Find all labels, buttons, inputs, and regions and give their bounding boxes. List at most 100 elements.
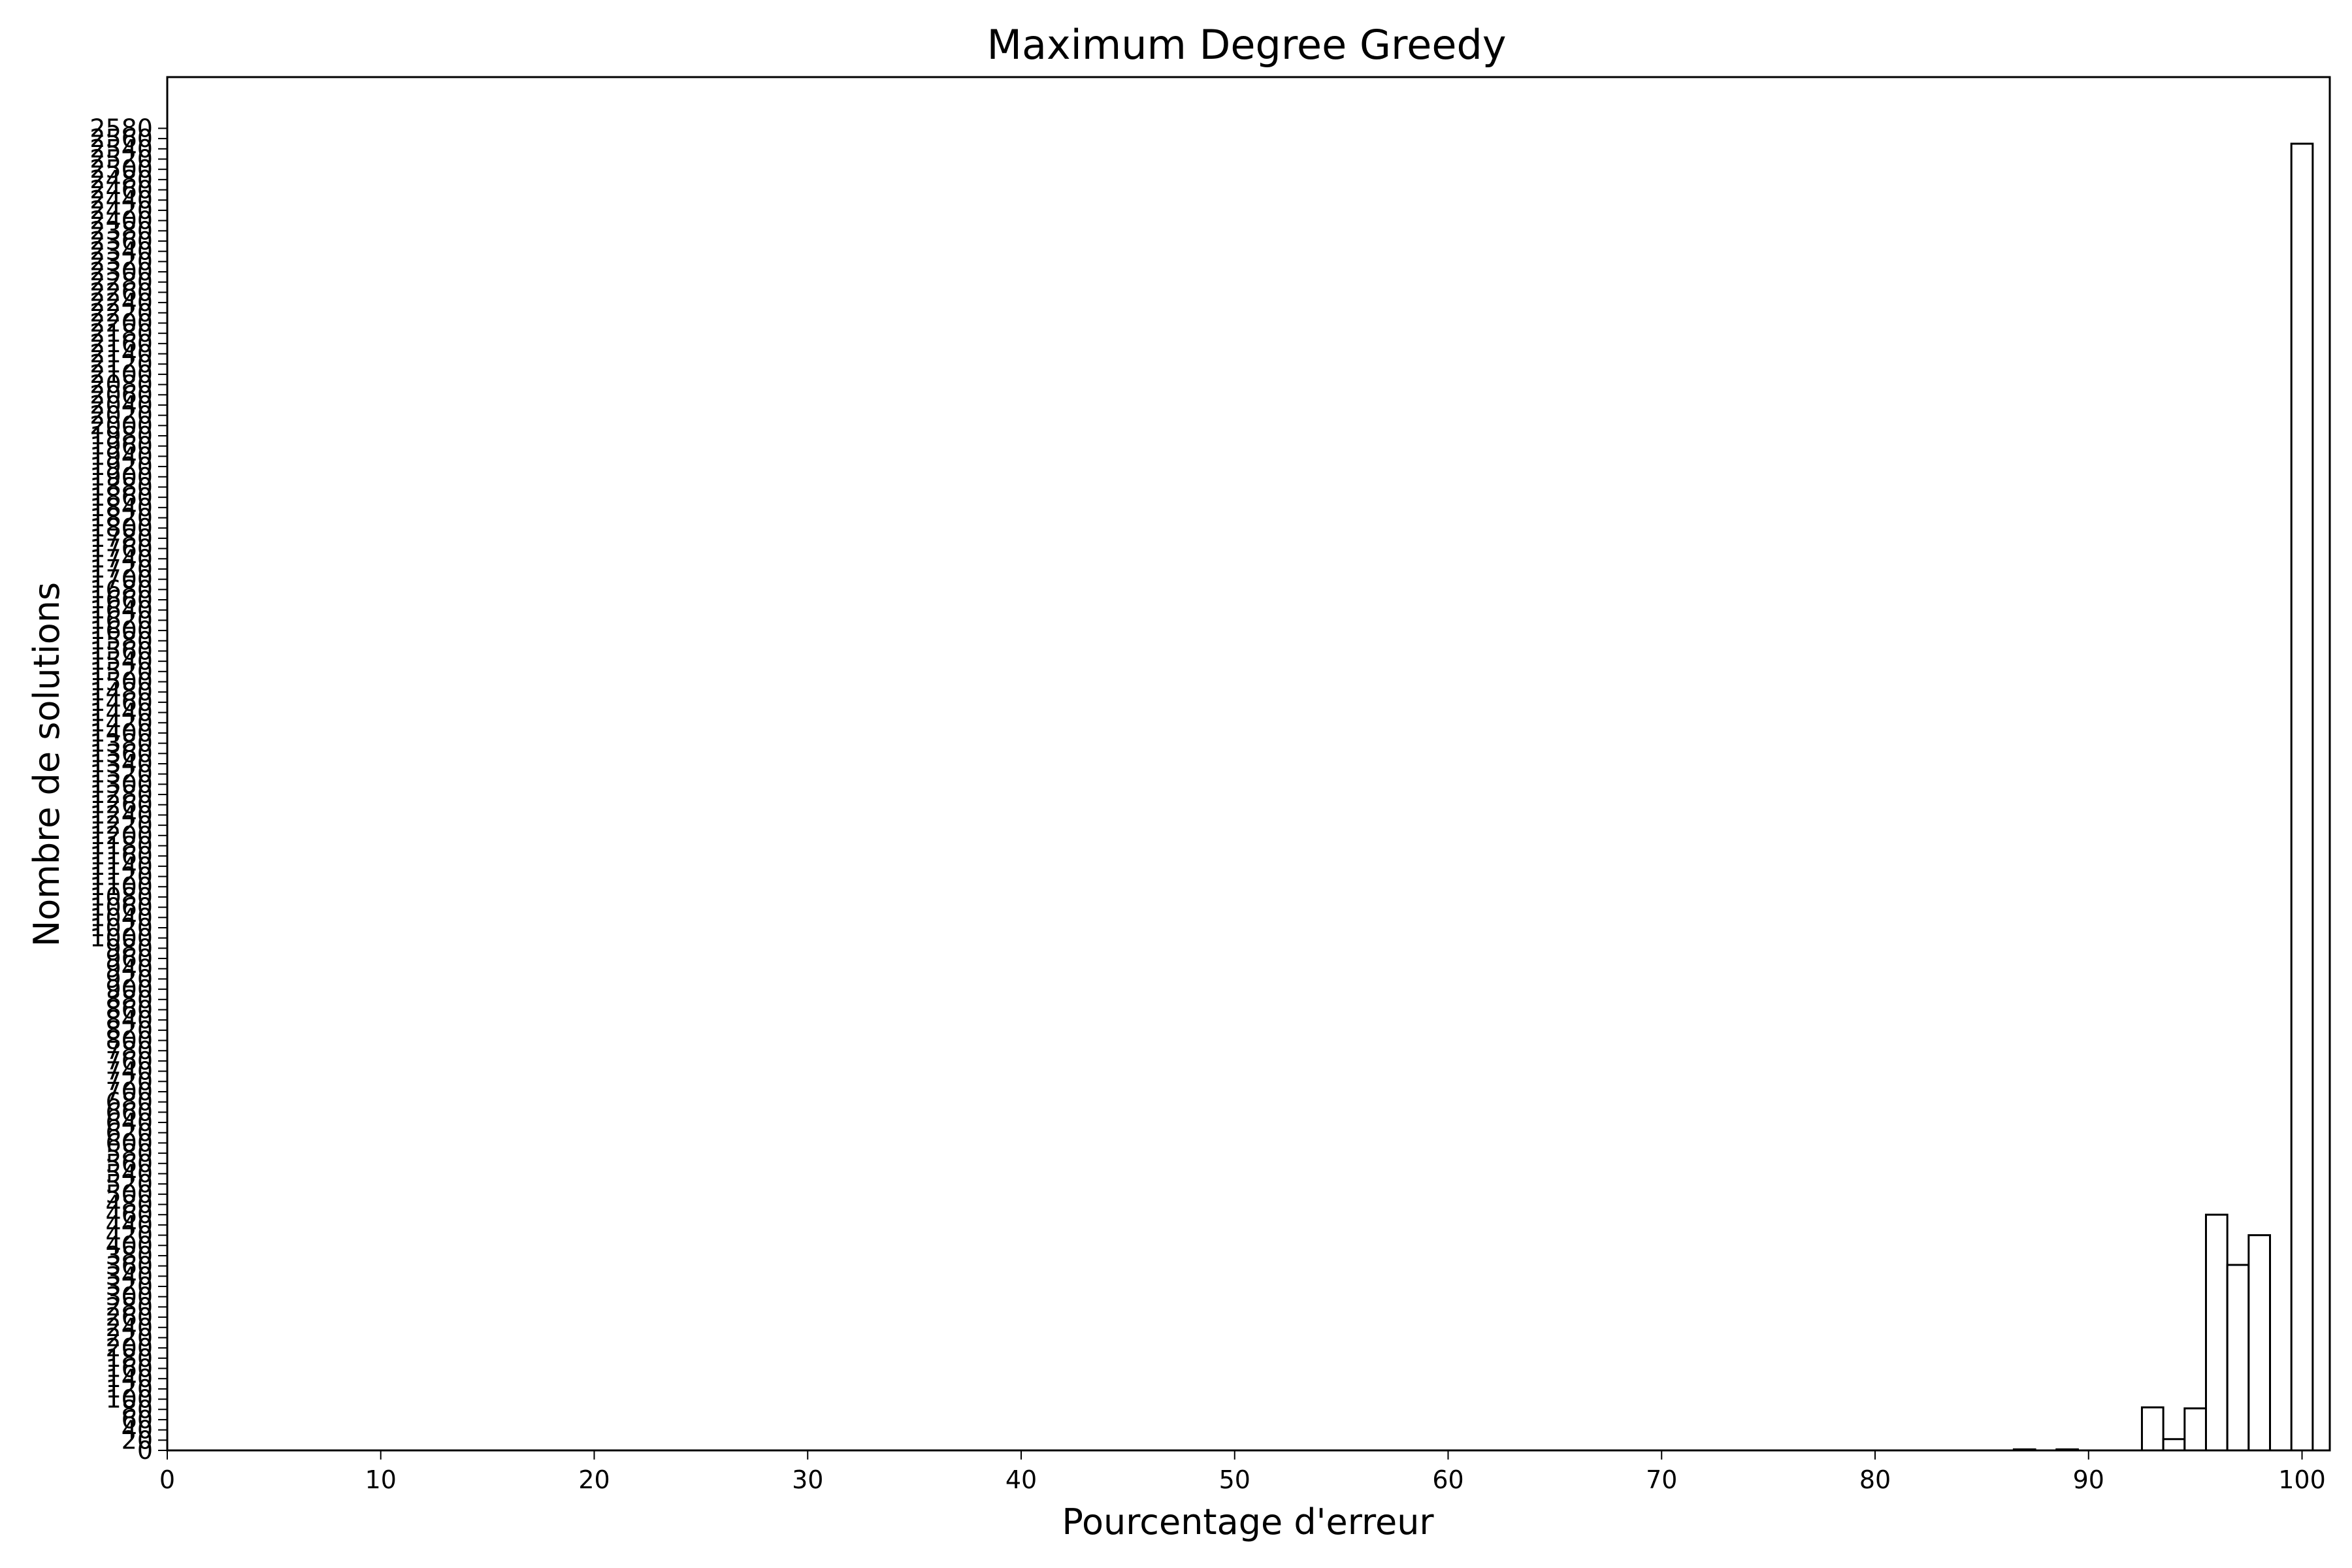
y-tick-label: 1220 — [90, 811, 153, 840]
histogram-bar — [2226, 1264, 2250, 1452]
y-tick-label: 2200 — [90, 308, 153, 337]
y-tick-label: 1960 — [90, 432, 153, 461]
histogram-bar — [2204, 1213, 2229, 1452]
y-tick-label: 940 — [105, 955, 153, 983]
x-tick-label: 80 — [1859, 1465, 1891, 1494]
y-tick-label: 800 — [105, 1026, 153, 1055]
y-tick-label: 2000 — [90, 411, 153, 440]
y-tick-label: 2100 — [90, 360, 153, 389]
y-tick-label: 1320 — [90, 760, 153, 789]
x-tick-label: 100 — [2278, 1465, 2326, 1494]
y-tick-label: 1820 — [90, 504, 153, 532]
y-tick-label: 2280 — [90, 268, 153, 297]
y-tick-label: 0 — [137, 1436, 153, 1465]
y-tick-label: 700 — [105, 1077, 153, 1106]
histogram-bar — [2183, 1407, 2207, 1452]
histogram-bar — [2247, 1234, 2272, 1452]
y-tick-label: 1560 — [90, 636, 153, 665]
y-tick-label: 1540 — [90, 647, 153, 676]
y-tick-label: 580 — [105, 1139, 153, 1168]
y-tick-label: 1800 — [90, 514, 153, 542]
x-axis-ticks: 0 10 20 30 40 50 60 70 80 90 100 — [159, 1450, 2326, 1494]
y-tick-label: 440 — [105, 1211, 153, 1239]
y-tick-label: 1660 — [90, 585, 153, 614]
y-tick-label: 320 — [105, 1272, 153, 1301]
y-tick-label: 1060 — [90, 893, 153, 922]
y-tick-label: 2560 — [90, 124, 153, 153]
y-tick-label: 2260 — [90, 278, 153, 306]
x-tick-label: 30 — [792, 1465, 823, 1494]
y-tick-label: 260 — [105, 1303, 153, 1331]
y-tick-label: 240 — [105, 1313, 153, 1342]
x-tick-label: 60 — [1432, 1465, 1463, 1494]
x-axis-label: Pourcentage d'erreur — [1062, 1501, 1434, 1543]
y-tick-label: 1360 — [90, 739, 153, 768]
y-tick-label: 960 — [105, 944, 153, 973]
y-tick-label: 1000 — [90, 924, 153, 953]
y-tick-label: 200 — [105, 1333, 153, 1362]
y-tick-label: 1640 — [90, 596, 153, 625]
y-tick-label: 2440 — [90, 186, 153, 214]
y-tick-label: 1120 — [90, 862, 153, 891]
y-tick-label: 2220 — [90, 299, 153, 327]
y-tick-label: 1500 — [90, 668, 153, 696]
y-tick-label: 1240 — [90, 800, 153, 829]
y-tick-label: 520 — [105, 1169, 153, 1198]
y-tick-label: 380 — [105, 1241, 153, 1270]
x-tick-label: 90 — [2073, 1465, 2104, 1494]
y-tick-label: 720 — [105, 1067, 153, 1096]
y-tick-label: 1160 — [90, 841, 153, 870]
y-tick-label: 1700 — [90, 565, 153, 594]
y-axis-label: Nombre de solutions — [26, 582, 67, 947]
y-tick-label: 1600 — [90, 616, 153, 645]
y-tick-label: 1920 — [90, 452, 153, 481]
y-tick-label: 1440 — [90, 698, 153, 727]
y-tick-label: 2520 — [90, 144, 153, 173]
y-tick-label: 860 — [105, 995, 153, 1024]
y-tick-label: 840 — [105, 1005, 153, 1034]
y-tick-label: 1780 — [90, 524, 153, 553]
y-tick-label: 2320 — [90, 247, 153, 276]
y-tick-label: 1860 — [90, 483, 153, 512]
y-axis-ticks: 0204060801001201401601802002202402602803… — [90, 114, 167, 1465]
y-tick-label: 2040 — [90, 391, 153, 419]
y-tick-label: 1300 — [90, 770, 153, 798]
y-tick-label: 540 — [105, 1159, 153, 1188]
y-tick-label: 2360 — [90, 227, 153, 255]
y-tick-label: 740 — [105, 1057, 153, 1086]
y-tick-label: 480 — [105, 1190, 153, 1219]
x-tick-label: 10 — [365, 1465, 397, 1494]
y-tick-label: 1940 — [90, 442, 153, 470]
y-tick-label: 1140 — [90, 852, 153, 881]
y-tick-label: 660 — [105, 1098, 153, 1126]
y-tick-label: 2380 — [90, 216, 153, 245]
y-tick-label: 1200 — [90, 821, 153, 850]
y-tick-label: 400 — [105, 1231, 153, 1260]
y-tick-label: 2060 — [90, 380, 153, 409]
chart-title: Maximum Degree Greedy — [987, 21, 1506, 69]
plot-frame — [166, 76, 2331, 1452]
y-tick-label: 2120 — [90, 350, 153, 378]
y-tick-label: 180 — [105, 1344, 153, 1373]
y-tick-label: 1720 — [90, 555, 153, 583]
y-tick-label: 1680 — [90, 575, 153, 604]
bars-group — [2012, 142, 2314, 1452]
y-tick-label: 2300 — [90, 257, 153, 286]
y-tick-label: 1480 — [90, 678, 153, 706]
y-tick-label: 20 — [122, 1426, 153, 1454]
y-tick-label: 1020 — [90, 913, 153, 942]
y-tick-label: 2500 — [90, 155, 153, 184]
x-tick-label: 20 — [578, 1465, 610, 1494]
y-tick-label: 760 — [105, 1047, 153, 1075]
y-tick-label: 820 — [105, 1016, 153, 1045]
y-tick-label: 1740 — [90, 544, 153, 573]
y-tick-label: 80 — [122, 1395, 153, 1424]
y-tick-label: 1260 — [90, 791, 153, 819]
y-tick-label: 120 — [105, 1375, 153, 1403]
y-tick-label: 280 — [105, 1292, 153, 1321]
x-tick-label: 70 — [1646, 1465, 1677, 1494]
y-tick-label: 1900 — [90, 463, 153, 491]
y-tick-label: 2180 — [90, 319, 153, 348]
y-tick-label: 160 — [105, 1354, 153, 1383]
x-tick-label: 50 — [1219, 1465, 1250, 1494]
